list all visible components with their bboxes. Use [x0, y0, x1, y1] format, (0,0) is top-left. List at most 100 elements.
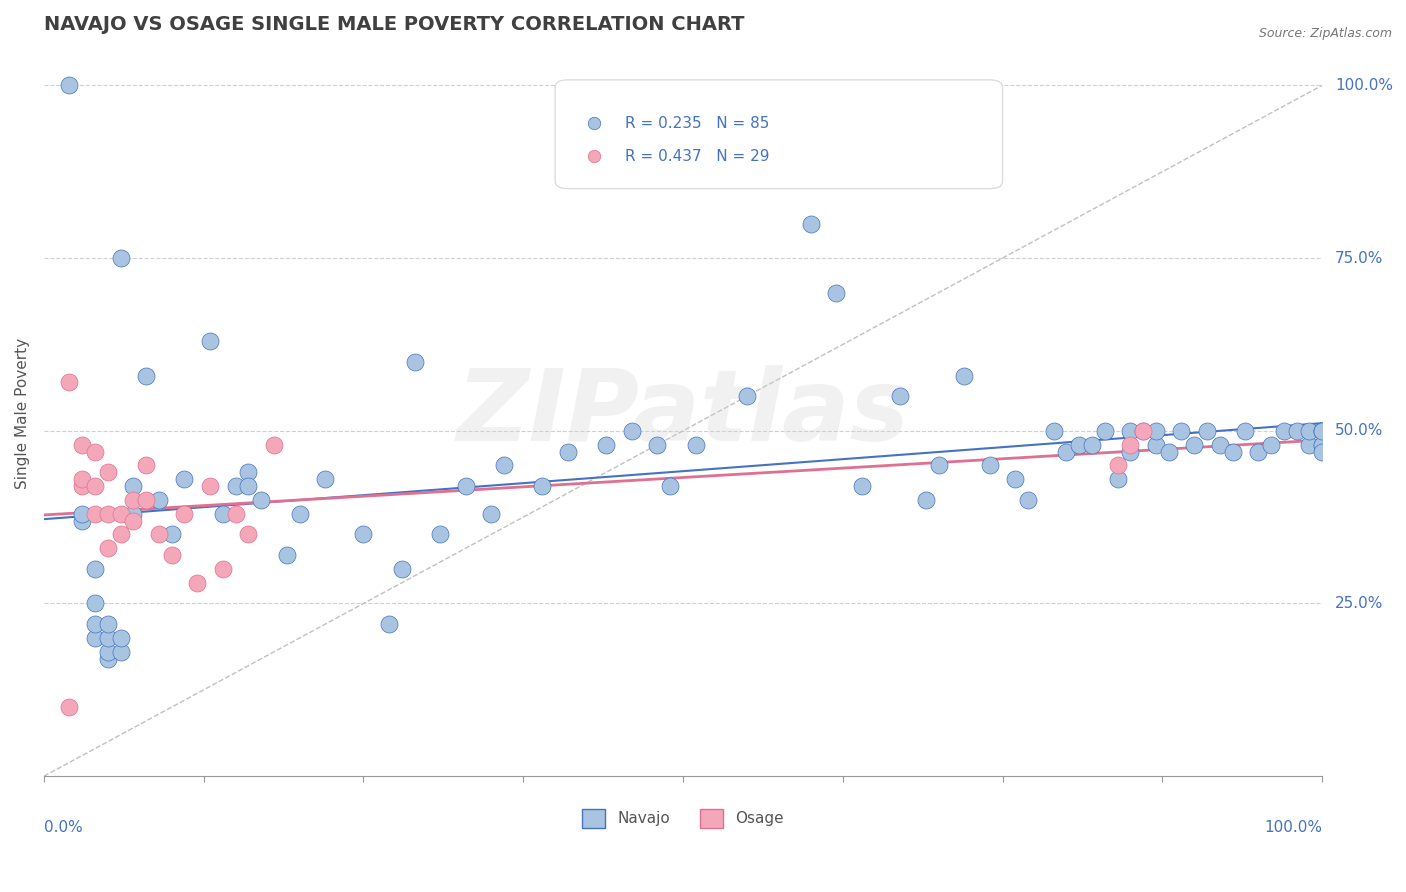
Osage: [173, 507, 195, 521]
Text: R = 0.235   N = 85: R = 0.235 N = 85: [626, 116, 770, 131]
Navajo: [1004, 472, 1026, 486]
Navajo: [531, 479, 554, 493]
Navajo: [250, 492, 273, 507]
Navajo: [1310, 424, 1333, 438]
Navajo: [1144, 437, 1167, 451]
Osage: [263, 437, 285, 451]
Navajo: [979, 458, 1001, 473]
Navajo: [238, 465, 260, 479]
Navajo: [58, 78, 80, 93]
Osage: [58, 700, 80, 714]
Osage: [84, 507, 107, 521]
Point: [582, 147, 605, 161]
Navajo: [1260, 437, 1282, 451]
Navajo: [1197, 424, 1219, 438]
Navajo: [1069, 437, 1091, 451]
Navajo: [1234, 424, 1257, 438]
Text: Source: ZipAtlas.com: Source: ZipAtlas.com: [1258, 27, 1392, 40]
Navajo: [1310, 437, 1333, 451]
Navajo: [276, 548, 298, 562]
Navajo: [84, 631, 107, 645]
Navajo: [1298, 424, 1320, 438]
Navajo: [148, 492, 170, 507]
Navajo: [238, 479, 260, 493]
Navajo: [953, 368, 976, 383]
Navajo: [288, 507, 311, 521]
Text: 100.0%: 100.0%: [1264, 820, 1322, 835]
Navajo: [595, 437, 617, 451]
Navajo: [851, 479, 873, 493]
Navajo: [1017, 492, 1039, 507]
Osage: [148, 527, 170, 541]
Navajo: [1081, 437, 1104, 451]
Navajo: [1310, 424, 1333, 438]
Navajo: [1285, 424, 1308, 438]
Navajo: [97, 645, 120, 659]
Navajo: [1310, 424, 1333, 438]
Osage: [135, 458, 157, 473]
Navajo: [647, 437, 669, 451]
Osage: [110, 527, 132, 541]
Osage: [97, 465, 120, 479]
Navajo: [1182, 437, 1205, 451]
Text: 25.0%: 25.0%: [1334, 596, 1384, 611]
Navajo: [800, 217, 823, 231]
Navajo: [70, 507, 93, 521]
Navajo: [70, 514, 93, 528]
Text: R = 0.437   N = 29: R = 0.437 N = 29: [626, 148, 770, 163]
Navajo: [557, 444, 579, 458]
Y-axis label: Single Male Poverty: Single Male Poverty: [15, 338, 30, 489]
Osage: [198, 479, 221, 493]
Navajo: [84, 617, 107, 632]
Navajo: [454, 479, 477, 493]
Osage: [225, 507, 247, 521]
Text: 75.0%: 75.0%: [1334, 251, 1384, 266]
Osage: [238, 527, 260, 541]
Osage: [160, 548, 183, 562]
Osage: [58, 376, 80, 390]
Navajo: [84, 562, 107, 576]
Navajo: [889, 389, 911, 403]
Navajo: [1272, 424, 1295, 438]
Point: [582, 178, 605, 193]
FancyBboxPatch shape: [555, 80, 1002, 188]
Navajo: [404, 354, 426, 368]
Osage: [84, 444, 107, 458]
Navajo: [1247, 444, 1270, 458]
Navajo: [1170, 424, 1192, 438]
Navajo: [1119, 424, 1142, 438]
Navajo: [1107, 472, 1129, 486]
Navajo: [1157, 444, 1180, 458]
Osage: [1119, 437, 1142, 451]
Navajo: [429, 527, 451, 541]
Navajo: [685, 437, 707, 451]
Navajo: [352, 527, 374, 541]
Navajo: [479, 507, 502, 521]
Navajo: [915, 492, 938, 507]
Navajo: [173, 472, 195, 486]
Navajo: [659, 479, 682, 493]
Navajo: [1222, 444, 1244, 458]
Navajo: [1310, 444, 1333, 458]
Navajo: [97, 617, 120, 632]
Text: 50.0%: 50.0%: [1334, 424, 1384, 438]
Osage: [84, 479, 107, 493]
Navajo: [1132, 424, 1154, 438]
Navajo: [1094, 424, 1116, 438]
Navajo: [84, 597, 107, 611]
Navajo: [1042, 424, 1064, 438]
Navajo: [135, 368, 157, 383]
Navajo: [1144, 424, 1167, 438]
Navajo: [122, 507, 145, 521]
Navajo: [110, 251, 132, 265]
Text: NAVAJO VS OSAGE SINGLE MALE POVERTY CORRELATION CHART: NAVAJO VS OSAGE SINGLE MALE POVERTY CORR…: [44, 15, 744, 34]
Osage: [1132, 424, 1154, 438]
Navajo: [97, 631, 120, 645]
Navajo: [1056, 444, 1078, 458]
Text: 100.0%: 100.0%: [1334, 78, 1393, 93]
Navajo: [825, 285, 848, 300]
Osage: [1107, 458, 1129, 473]
Navajo: [1119, 444, 1142, 458]
Legend: Navajo, Osage: Navajo, Osage: [576, 803, 790, 834]
Osage: [135, 492, 157, 507]
